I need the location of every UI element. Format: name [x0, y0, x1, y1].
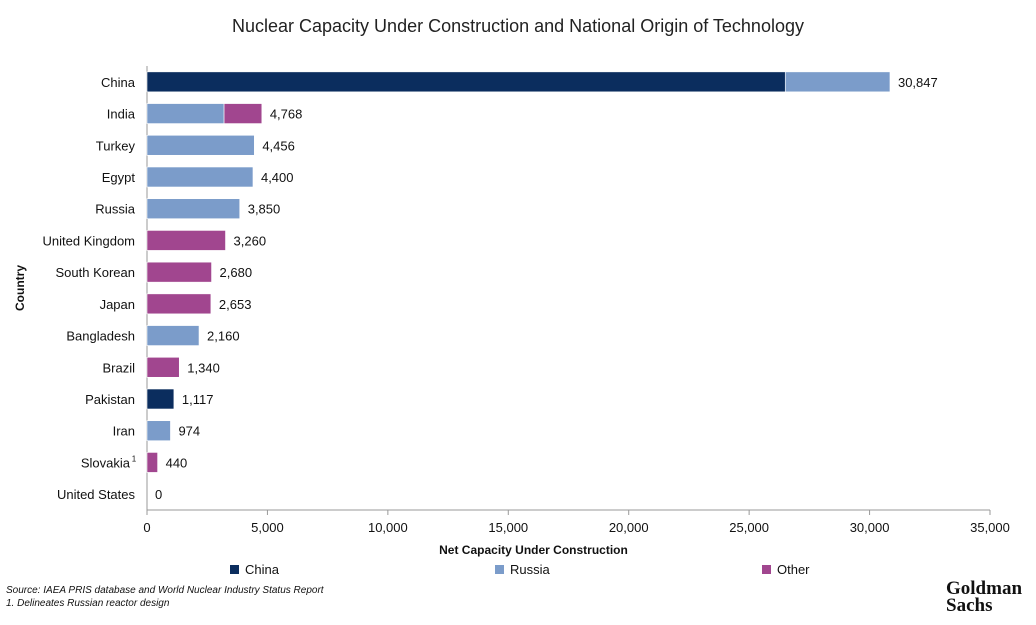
legend-label-russia: Russia: [510, 562, 550, 577]
category-label: Russia: [95, 202, 136, 217]
legend-swatch-china: [230, 565, 239, 574]
value-label: 1,117: [182, 392, 214, 407]
bar-segment-other: [146, 261, 212, 283]
legend-label-china: China: [245, 562, 279, 577]
axes: [146, 66, 991, 515]
value-label: 2,160: [207, 329, 240, 344]
bars: [146, 71, 891, 473]
category-label: Pakistan: [85, 392, 135, 407]
logo-line-2: Sachs: [946, 595, 993, 616]
x-tick-label: 0: [143, 520, 150, 535]
legend-item-other: Other: [762, 562, 810, 577]
bar-segment-other: [146, 230, 226, 251]
value-label: 4,400: [261, 170, 294, 185]
category-label: China: [101, 75, 136, 90]
category-label: Brazil: [102, 360, 135, 375]
value-label: 4,768: [270, 107, 303, 122]
bar-segment-russia: [146, 166, 254, 188]
category-label: Iran: [113, 424, 135, 439]
value-label: 0: [155, 487, 162, 502]
x-tick-label: 15,000: [488, 520, 528, 535]
legend-item-china: China: [230, 562, 279, 577]
bar-segment-other: [146, 452, 158, 473]
chart-title: Nuclear Capacity Under Construction and …: [232, 16, 804, 36]
bar-segment-russia: [784, 71, 891, 93]
bar-segment-other: [223, 103, 263, 124]
category-label: United States: [57, 487, 136, 502]
category-label: Turkey: [96, 138, 136, 153]
category-superscript: 1: [132, 454, 137, 463]
bar-segment-china: [146, 388, 175, 410]
legend-item-russia: Russia: [495, 562, 550, 577]
footnote-text: 1. Delineates Russian reactor design: [6, 598, 170, 609]
x-tick-label: 10,000: [368, 520, 408, 535]
x-tick-label: 5,000: [251, 520, 284, 535]
x-tick-label: 25,000: [729, 520, 769, 535]
value-label: 2,680: [220, 265, 253, 280]
bar-segment-china: [146, 71, 786, 93]
value-label: 2,653: [219, 297, 252, 312]
legend-swatch-other: [762, 565, 771, 574]
labels: 0 5,000 10,000 15,000 20,000 25,000 30,000 35,0…: [13, 75, 1010, 557]
category-label: United Kingdom: [43, 233, 136, 248]
x-tick-label: 35,000: [970, 520, 1010, 535]
value-label: 1,340: [187, 360, 220, 375]
category-label: Bangladesh: [66, 329, 135, 344]
bar-segment-russia: [146, 325, 200, 346]
category-label: Egypt: [102, 170, 136, 185]
bar-segment-russia: [146, 420, 171, 442]
x-axis-title: Net Capacity Under Construction: [439, 543, 628, 557]
logo-line-1: Goldman: [946, 578, 1023, 599]
value-label: 3,260: [234, 233, 267, 248]
bar-segment-russia: [146, 103, 225, 124]
value-label: 30,847: [898, 75, 938, 90]
value-label: 440: [166, 455, 188, 470]
category-label: South Korean: [55, 265, 135, 280]
value-label: 974: [178, 424, 200, 439]
legend-label-other: Other: [777, 562, 810, 577]
legend-swatch-russia: [495, 565, 504, 574]
bar-segment-other: [146, 293, 212, 315]
bar-segment-russia: [146, 198, 241, 220]
value-label: 4,456: [262, 138, 295, 153]
source-note: Source: IAEA PRIS database and World Nuc…: [6, 584, 324, 610]
source-text: Source: IAEA PRIS database and World Nuc…: [6, 585, 324, 596]
goldman-sachs-logo: Goldman Sachs: [946, 578, 1023, 616]
category-label: Slovakia: [81, 455, 131, 470]
value-label: 3,850: [248, 202, 281, 217]
bar-segment-russia: [146, 134, 255, 156]
x-tick-label: 30,000: [850, 520, 890, 535]
bar-segment-other: [146, 356, 180, 378]
x-tick-label: 20,000: [609, 520, 649, 535]
category-label: India: [107, 107, 136, 122]
y-axis-title: Country: [13, 265, 27, 311]
category-label: Japan: [100, 297, 135, 312]
